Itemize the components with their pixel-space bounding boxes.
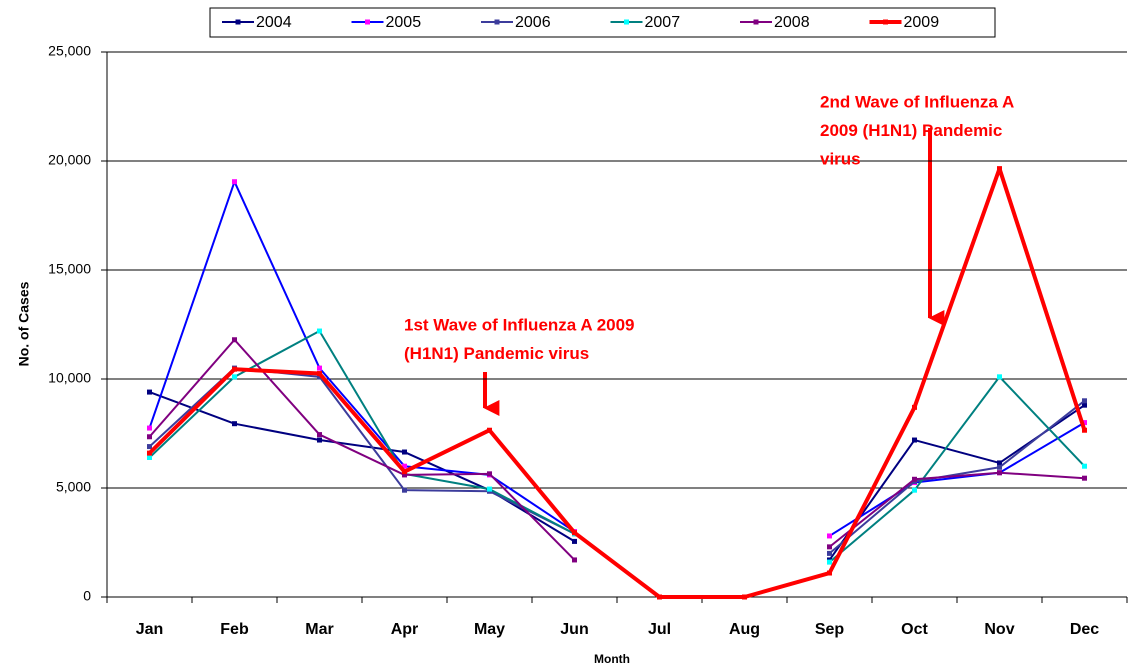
point-marker xyxy=(912,476,917,482)
point-marker xyxy=(912,437,917,443)
point-marker xyxy=(1082,402,1087,408)
y-tick-label: 5,000 xyxy=(56,479,91,495)
point-marker xyxy=(827,533,832,539)
legend-label: 2008 xyxy=(774,14,810,31)
x-tick-label: Mar xyxy=(305,621,333,638)
point-marker xyxy=(827,544,832,550)
point-marker xyxy=(317,328,322,334)
point-marker xyxy=(147,454,152,460)
point-marker xyxy=(147,389,152,395)
x-axis-title: Month xyxy=(594,652,630,666)
point-marker xyxy=(1082,420,1087,426)
series-line xyxy=(148,180,1086,537)
point-marker xyxy=(402,487,407,493)
x-tick-label: Aug xyxy=(729,621,760,638)
point-marker xyxy=(1082,398,1087,404)
point-marker xyxy=(232,421,237,427)
point-marker xyxy=(147,425,152,431)
point-marker xyxy=(402,469,407,475)
point-marker xyxy=(147,450,152,456)
legend-label: 2007 xyxy=(645,14,681,31)
annotation: 2009 (H1N1) Pandemic xyxy=(820,121,1002,140)
annotation: virus xyxy=(820,149,861,168)
point-marker xyxy=(997,374,1002,380)
x-tick-label: Jan xyxy=(136,621,164,638)
legend-marker xyxy=(883,19,888,25)
point-marker xyxy=(997,460,1002,466)
y-tick-label: 0 xyxy=(83,588,91,604)
y-axis-title: No. of Cases xyxy=(16,281,32,366)
x-tick-label: Feb xyxy=(220,621,249,638)
x-tick-label: Jul xyxy=(648,621,671,638)
point-marker xyxy=(317,374,322,380)
y-tick-label: 25,000 xyxy=(48,43,91,59)
point-marker xyxy=(402,472,407,478)
series-line xyxy=(148,367,1086,555)
point-marker xyxy=(317,365,322,371)
point-marker xyxy=(317,371,322,377)
point-marker xyxy=(402,449,407,455)
legend-label: 2006 xyxy=(515,14,551,31)
point-marker xyxy=(402,463,407,469)
series-line xyxy=(148,166,1087,599)
point-marker xyxy=(1082,463,1087,469)
point-marker xyxy=(147,434,152,440)
legend-marker xyxy=(753,19,759,25)
point-marker xyxy=(997,166,1002,172)
series-line xyxy=(148,338,1085,561)
legend-marker xyxy=(235,19,241,25)
point-marker xyxy=(742,594,747,600)
point-marker xyxy=(827,550,832,556)
x-tick-label: Oct xyxy=(901,621,928,638)
point-marker xyxy=(232,366,237,372)
x-tick-label: Sep xyxy=(815,621,845,638)
point-marker xyxy=(572,538,577,544)
point-marker xyxy=(997,470,1002,476)
series-line xyxy=(148,330,1086,563)
x-tick-label: Nov xyxy=(984,621,1014,638)
point-marker xyxy=(487,486,492,492)
point-marker xyxy=(317,437,322,443)
point-marker xyxy=(317,432,322,438)
point-marker xyxy=(572,530,577,536)
point-marker xyxy=(232,374,237,380)
legend-marker xyxy=(624,19,629,25)
point-marker xyxy=(1082,427,1087,433)
point-marker xyxy=(487,427,492,433)
legend-label: 2005 xyxy=(386,14,422,31)
y-tick-label: 20,000 xyxy=(48,152,91,168)
point-marker xyxy=(232,179,237,185)
point-marker xyxy=(1082,475,1087,481)
y-tick-label: 10,000 xyxy=(48,370,91,386)
point-marker xyxy=(657,594,662,600)
legend-marker xyxy=(494,19,500,25)
x-tick-label: Jun xyxy=(560,621,588,638)
legend-label: 2009 xyxy=(904,14,940,31)
point-marker xyxy=(912,404,917,410)
y-tick-label: 15,000 xyxy=(48,261,91,277)
annotation: 1st Wave of Influenza A 2009 xyxy=(404,315,635,334)
legend-label: 2004 xyxy=(256,14,292,31)
point-marker xyxy=(997,464,1002,470)
x-tick-label: Apr xyxy=(391,621,419,638)
point-marker xyxy=(912,487,917,493)
x-tick-label: Dec xyxy=(1070,621,1099,638)
legend-marker xyxy=(365,19,370,25)
x-tick-label: May xyxy=(474,621,505,638)
point-marker xyxy=(147,444,152,450)
legend-box xyxy=(209,7,996,38)
point-marker xyxy=(827,559,832,565)
point-marker xyxy=(827,570,832,576)
annotation: 2nd Wave of Influenza A xyxy=(820,92,1014,111)
annotation: (H1N1) Pandemic virus xyxy=(404,344,589,363)
point-marker xyxy=(572,557,577,563)
point-marker xyxy=(487,471,492,477)
point-marker xyxy=(232,337,237,343)
